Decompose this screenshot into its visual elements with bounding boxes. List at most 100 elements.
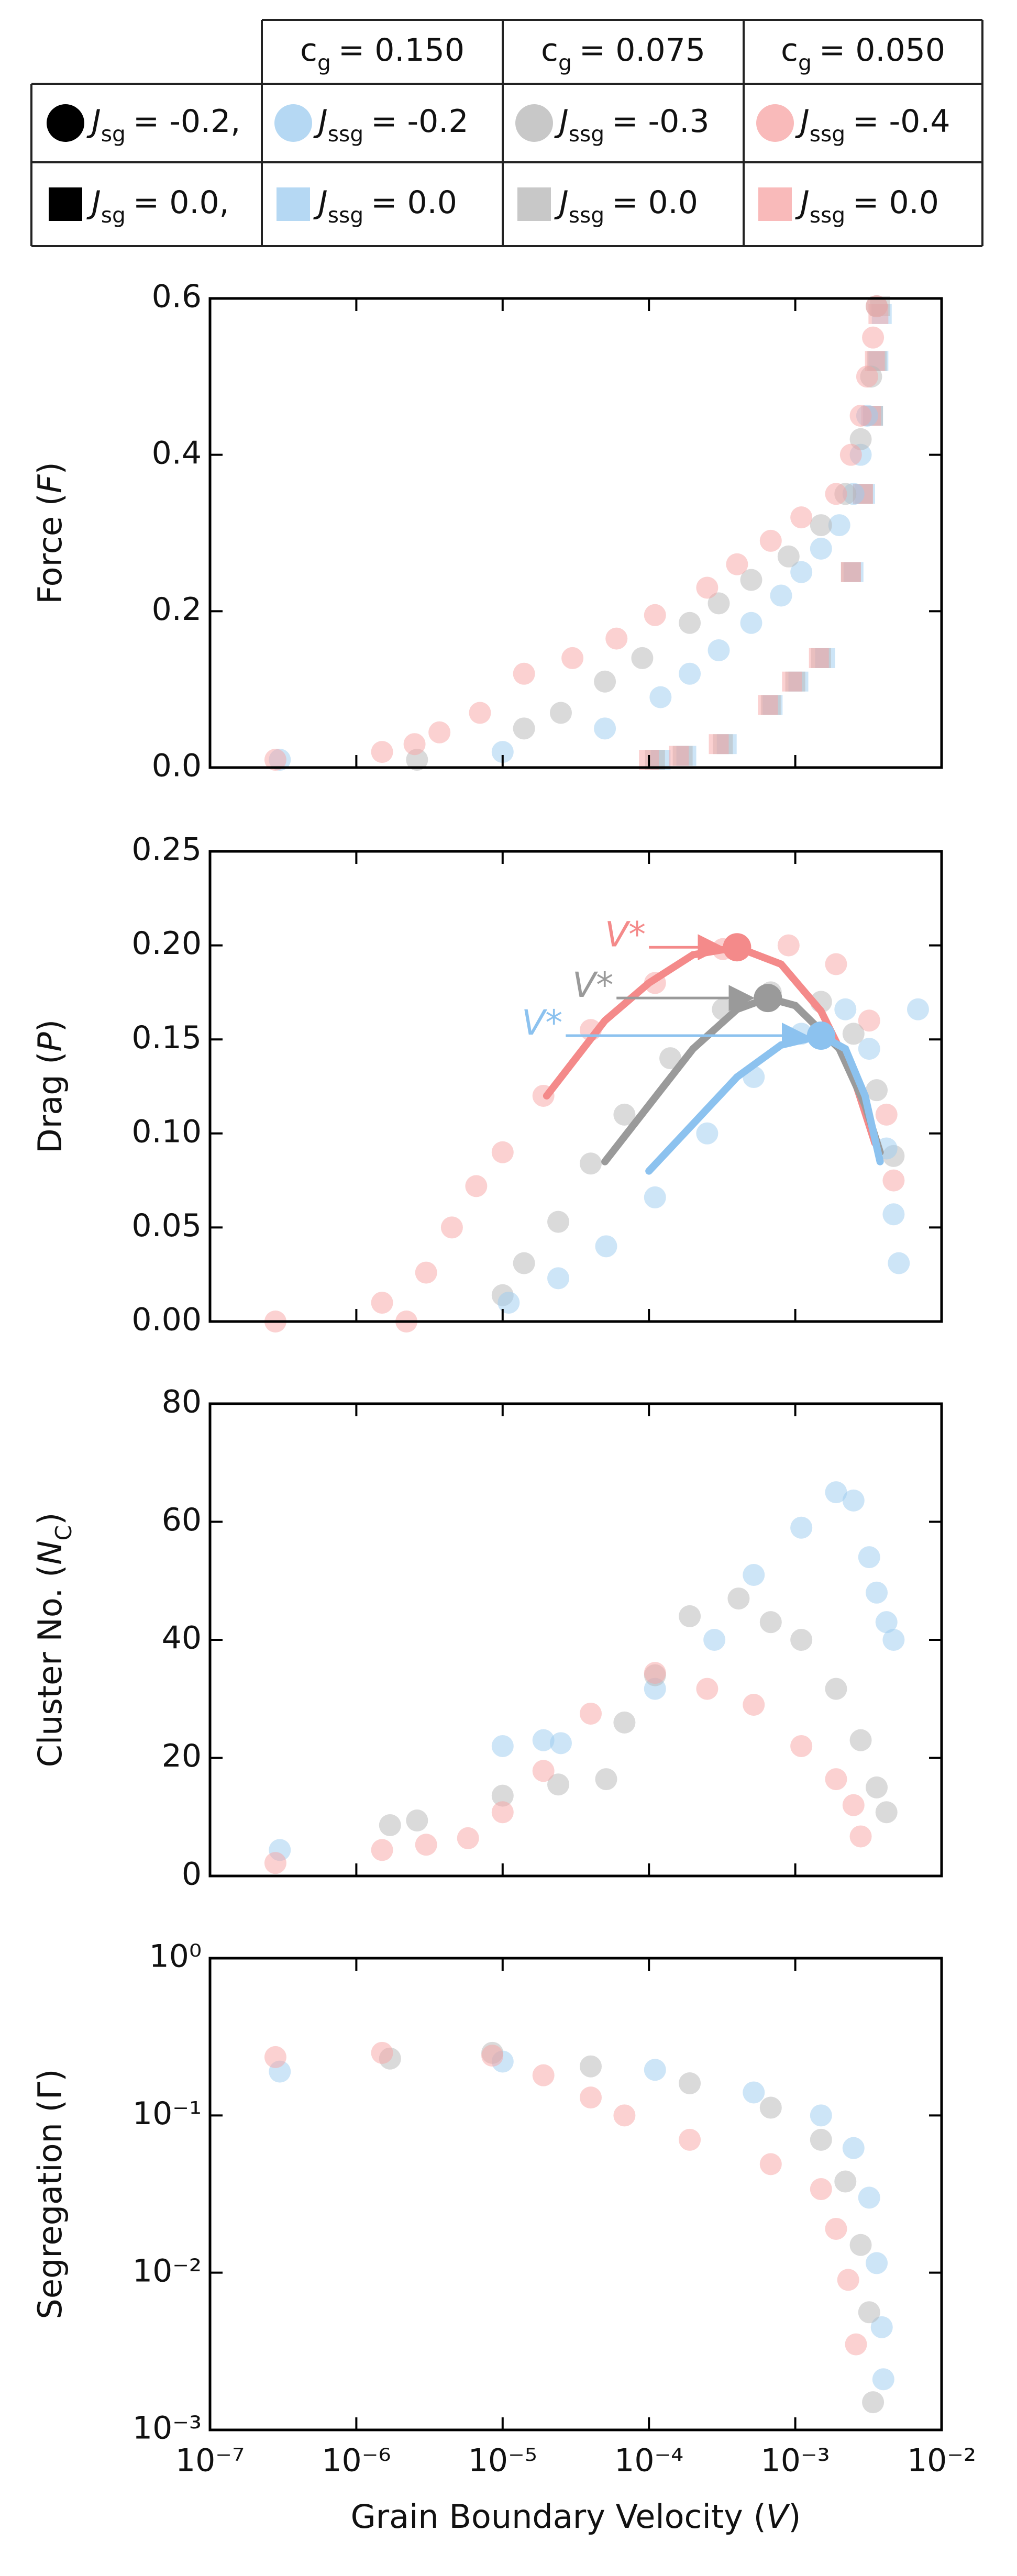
text-part: ssg [810,121,845,147]
text-part: = 0.0, [133,184,229,221]
point [696,576,718,599]
point [758,695,778,715]
legend-key: Jsg = -0.2, [86,103,240,147]
text-part: F [31,474,69,493]
text-part: J [795,103,810,140]
point [709,734,729,754]
point [532,1729,555,1751]
point [790,1516,813,1539]
text-part: V [766,2497,791,2536]
point [828,514,850,537]
text-part: Force ( [31,493,69,604]
point [613,2104,636,2127]
point [696,1678,718,1700]
text-part: = 0.0 [612,184,698,221]
text-part: J [86,103,101,140]
legend-marker [277,187,310,221]
point [644,604,666,626]
text-part: = -0.2, [133,103,241,140]
point [790,561,813,583]
y-axis-label: Segregation (Γ) [31,2069,69,2319]
point [809,648,829,668]
point [866,295,888,317]
point [842,1489,865,1512]
point [740,569,762,591]
point [759,529,782,552]
point [858,1546,880,1569]
point [613,1103,636,1126]
point [842,2137,865,2159]
point [703,1629,726,1651]
text-part: = 0.050 [819,32,945,69]
text-part: J [554,184,569,221]
point [866,1776,888,1798]
point [371,741,393,763]
point [491,1141,514,1163]
point [875,1801,898,1824]
point [547,1211,570,1233]
point [777,545,800,568]
legend-entry: Jssg = 0.0 [554,184,698,228]
y-tick-label: 0.15 [131,1019,202,1056]
point [415,1834,437,1856]
point [580,1702,602,1725]
point [726,553,748,575]
legend-header: cg = 0.075 [541,32,705,75]
text-part: J [313,184,328,221]
text-part: g [558,50,572,75]
point [858,1009,880,1032]
point [882,1629,905,1651]
y-tick-label: 0.2 [152,591,202,628]
point [810,2178,832,2201]
text-part: g [317,50,331,75]
legend-entry: Jssg = 0.0 [795,184,939,228]
point [866,1581,888,1604]
point [825,1768,847,1791]
text-part: = -0.4 [853,103,950,140]
point [513,662,535,685]
point [810,514,832,537]
plot-frame [208,297,943,769]
text-part: P [31,1032,69,1052]
point [679,612,701,634]
text-part: c [541,32,558,69]
y-tick-label: 10⁰ [149,1938,202,1975]
plot-frame [208,850,943,1323]
point [644,2059,666,2081]
point [549,702,572,724]
y-tick-label: 0.0 [152,748,202,784]
point [790,1629,813,1651]
point [858,2186,880,2209]
point [882,1169,905,1192]
x-tick-label: 10⁻² [907,2442,976,2479]
point [875,1611,898,1634]
text-part: = -0.3 [612,103,709,140]
point [264,1852,286,1874]
x-tick-label: 10⁻⁷ [175,2442,245,2479]
text-part: C [51,1525,76,1540]
point [743,2081,765,2104]
point [549,1732,572,1755]
text-part: Cluster No. ( [31,1565,69,1768]
point [841,562,861,582]
point [743,1563,765,1586]
point [264,749,286,771]
point [862,326,885,349]
text-part: sg [101,121,126,147]
x-tick-label: 10⁻⁶ [322,2442,391,2479]
point [532,2064,555,2086]
x-tick-label: 10⁻³ [761,2442,830,2479]
legend-marker [517,187,551,221]
point [644,1186,666,1208]
text-part: ssg [569,203,604,228]
point [866,2252,888,2274]
point [842,1794,865,1816]
point [856,365,878,388]
point [379,1814,401,1837]
legend-key: Jsg = 0.0, [86,184,229,228]
legend-table [30,19,983,247]
text-part: c [300,32,317,69]
point [679,1605,701,1627]
peak-marker [806,1021,835,1050]
